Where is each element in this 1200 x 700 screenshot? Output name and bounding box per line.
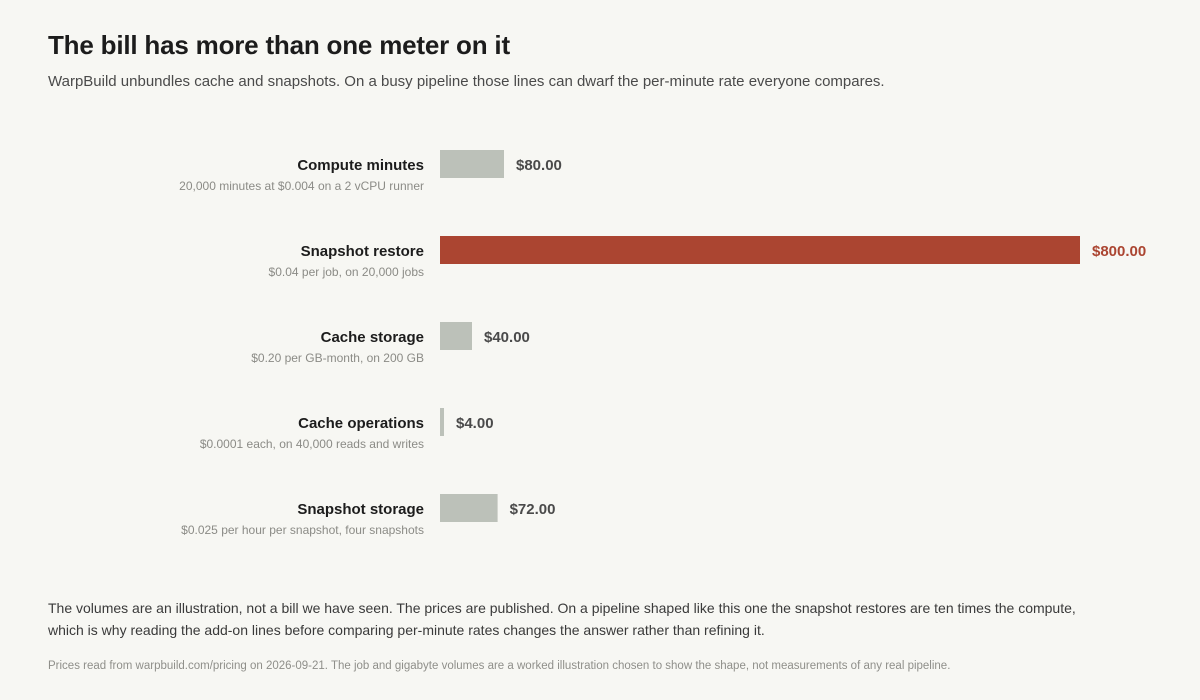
- bar-snapshot-restore: [440, 236, 1080, 264]
- category-label-cache-storage: Cache storage: [321, 329, 424, 346]
- chart-subtitle: WarpBuild unbundles cache and snapshots.…: [48, 73, 885, 90]
- category-description-snapshot-storage: $0.025 per hour per snapshot, four snaps…: [181, 523, 424, 537]
- category-label-compute-minutes: Compute minutes: [297, 157, 424, 174]
- category-description-cache-storage: $0.20 per GB-month, on 200 GB: [251, 351, 424, 365]
- bar-cache-storage: [440, 322, 472, 350]
- source-note: Prices read from warpbuild.com/pricing o…: [48, 660, 951, 672]
- chart-title: The bill has more than one meter on it: [48, 30, 510, 60]
- category-description-snapshot-restore: $0.04 per job, on 20,000 jobs: [269, 265, 424, 279]
- bar-compute-minutes: [440, 150, 504, 178]
- category-description-cache-operations: $0.0001 each, on 40,000 reads and writes: [200, 437, 424, 451]
- bar-snapshot-storage: [440, 494, 498, 522]
- category-label-snapshot-storage: Snapshot storage: [297, 501, 424, 518]
- footnote: The volumes are an illustration, not a b…: [48, 600, 1076, 638]
- category-description-compute-minutes: 20,000 minutes at $0.004 on a 2 vCPU run…: [179, 179, 424, 193]
- value-label-snapshot-restore: $800.00: [1092, 243, 1146, 260]
- category-label-cache-operations: Cache operations: [298, 415, 424, 432]
- value-label-snapshot-storage: $72.00: [510, 501, 556, 518]
- value-label-compute-minutes: $80.00: [516, 157, 562, 174]
- bar-cache-operations: [440, 408, 444, 436]
- value-label-cache-operations: $4.00: [456, 415, 494, 432]
- value-label-cache-storage: $40.00: [484, 329, 530, 346]
- category-label-snapshot-restore: Snapshot restore: [301, 243, 424, 260]
